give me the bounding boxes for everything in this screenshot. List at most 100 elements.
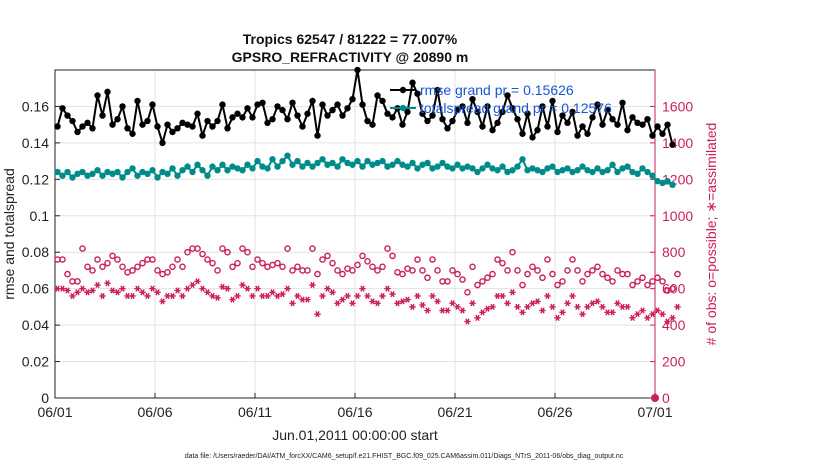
obs-possible-point <box>154 267 161 274</box>
obs-assimilated-point <box>214 294 221 301</box>
series-point <box>579 163 586 170</box>
series-point <box>564 119 571 127</box>
series-point <box>484 103 491 110</box>
obs-possible-point <box>389 252 396 260</box>
series-point <box>439 159 446 167</box>
right-tick-label: 0 <box>662 390 670 406</box>
obs-assimilated-point <box>569 292 576 300</box>
obs-assimilated-point <box>244 285 251 292</box>
obs-possible-point <box>349 267 356 274</box>
obs-possible-point <box>199 250 206 258</box>
series-point <box>104 168 111 176</box>
obs-possible-point <box>529 263 536 271</box>
obs-assimilated-point <box>634 311 641 318</box>
series-point <box>409 79 416 86</box>
series-point <box>634 119 641 127</box>
series-point <box>239 114 246 121</box>
series-point <box>284 152 291 159</box>
series-point <box>74 128 81 136</box>
series-point <box>109 170 116 178</box>
obs-possible-point <box>294 263 301 271</box>
obs-possible-point <box>254 256 261 263</box>
series-point <box>64 168 71 176</box>
series-point <box>274 103 281 110</box>
obs-assimilated-point <box>514 303 521 311</box>
obs-assimilated-point <box>189 281 196 289</box>
series-point <box>54 123 61 130</box>
series-point <box>649 132 656 139</box>
obs-possible-point <box>119 263 126 271</box>
obs-possible-point <box>489 270 496 278</box>
series-point <box>459 103 466 110</box>
obs-possible-point <box>429 256 436 263</box>
obs-assimilated-point <box>669 314 676 321</box>
series-point <box>639 121 646 128</box>
series-point <box>399 121 406 128</box>
series-point <box>289 99 296 107</box>
obs-assimilated-point <box>64 287 71 294</box>
series-point <box>609 161 616 168</box>
obs-assimilated-point <box>389 291 396 298</box>
obs-possible-point <box>539 274 546 282</box>
series-point <box>619 165 626 172</box>
series-point <box>199 167 206 174</box>
series-point <box>329 159 336 167</box>
series-point <box>94 92 101 99</box>
obs-assimilated-point <box>409 303 416 311</box>
obs-possible-point <box>209 259 216 267</box>
series-point <box>489 126 496 134</box>
series-point <box>294 157 301 165</box>
series-point <box>429 112 436 119</box>
series-point <box>194 161 201 168</box>
obs-assimilated-point <box>234 292 241 300</box>
obs-possible-point <box>224 248 231 256</box>
obs-possible-point <box>424 274 431 282</box>
obs-possible-point <box>409 267 416 274</box>
series-point <box>499 163 506 170</box>
obs-assimilated-point <box>644 314 651 321</box>
obs-possible-point <box>674 270 681 278</box>
series-point <box>204 172 211 179</box>
series-point <box>384 163 391 170</box>
series-point <box>359 101 366 108</box>
obs-possible-point <box>384 245 391 252</box>
obs-possible-point <box>234 259 241 267</box>
series-point <box>464 163 471 170</box>
obs-assimilated-point <box>399 298 406 305</box>
series-point <box>74 170 81 178</box>
obs-assimilated-point <box>99 292 106 300</box>
obs-assimilated-point <box>304 296 311 303</box>
series-point <box>539 168 546 176</box>
obs-assimilated-point <box>184 285 191 292</box>
series-point <box>94 167 101 174</box>
series-point <box>124 125 131 132</box>
series-point <box>574 167 581 174</box>
series-point <box>389 161 396 168</box>
series-point <box>59 172 66 179</box>
series-point <box>334 101 341 108</box>
y-axis-label-left: rmse and totalspread <box>1 168 17 300</box>
series-point <box>184 121 191 128</box>
series-point <box>374 159 381 167</box>
series-point <box>134 97 141 105</box>
series-point <box>524 167 531 174</box>
series-point <box>514 163 521 170</box>
obs-assimilated-point <box>229 296 236 303</box>
obs-assimilated-point <box>149 285 156 292</box>
series-point <box>339 156 346 163</box>
series-point <box>434 163 441 170</box>
series-point <box>629 114 636 121</box>
series-point <box>114 168 121 176</box>
obs-assimilated-point <box>354 292 361 300</box>
obs-possible-point <box>509 248 516 256</box>
series-point <box>354 66 361 74</box>
series-point <box>364 157 371 165</box>
series-point <box>404 163 411 170</box>
series-point <box>209 163 216 170</box>
series-point <box>414 165 421 172</box>
series-point <box>534 167 541 174</box>
obs-assimilated-point <box>594 298 601 305</box>
x-axis-label: Jun.01,2011 00:00:00 start <box>272 427 438 443</box>
obs-possible-point <box>309 245 316 252</box>
series-point <box>559 112 566 119</box>
